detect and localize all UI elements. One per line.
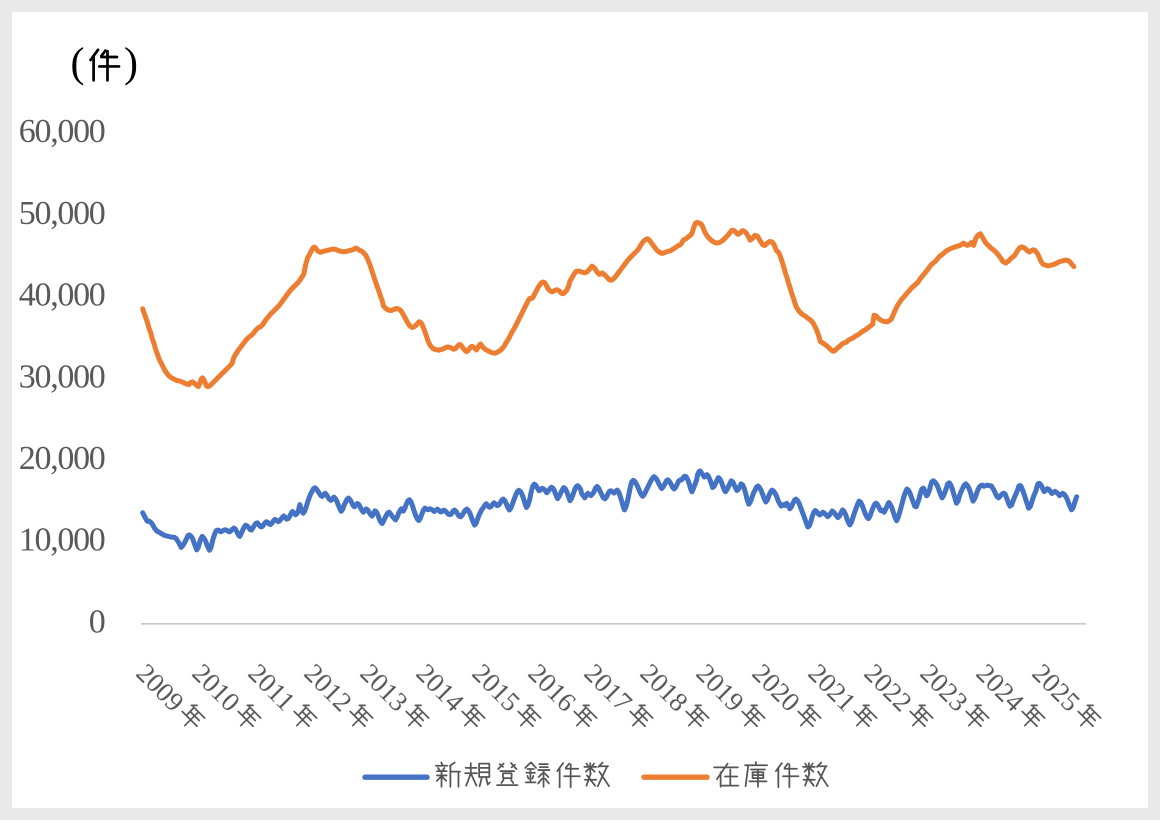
svg-text:): ) bbox=[124, 41, 138, 87]
svg-text:20,000: 20,000 bbox=[19, 440, 105, 477]
svg-text:50,000: 50,000 bbox=[19, 195, 105, 232]
svg-text:(: ( bbox=[71, 41, 85, 87]
svg-text:10,000: 10,000 bbox=[19, 522, 105, 559]
svg-text:40,000: 40,000 bbox=[19, 277, 105, 314]
svg-text:30,000: 30,000 bbox=[19, 358, 105, 395]
svg-text:0: 0 bbox=[89, 603, 105, 640]
svg-text:60,000: 60,000 bbox=[19, 113, 105, 150]
